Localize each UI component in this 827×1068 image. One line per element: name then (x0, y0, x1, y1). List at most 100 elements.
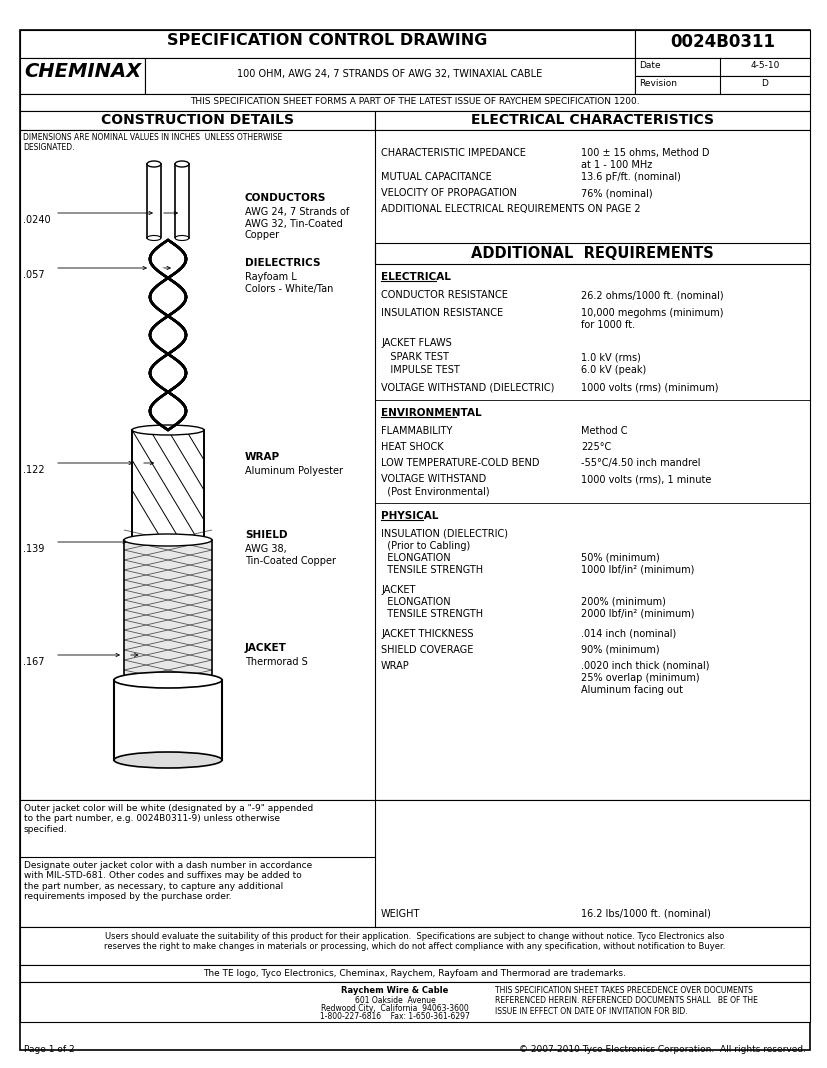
Text: ADDITIONAL ELECTRICAL REQUIREMENTS ON PAGE 2: ADDITIONAL ELECTRICAL REQUIREMENTS ON PA… (380, 204, 640, 214)
Text: JACKET: JACKET (245, 643, 286, 653)
Bar (20, 981, 809, 1022)
Text: Aluminum facing out: Aluminum facing out (581, 685, 682, 695)
Text: The TE logo, Tyco Electronics, Cheminax, Raychem, Rayfoam and Thermorad are trad: The TE logo, Tyco Electronics, Cheminax,… (203, 969, 626, 978)
Text: 50% (minimum): 50% (minimum) (581, 553, 659, 563)
Bar (124, 540, 212, 680)
Text: 26.2 ohms/1000 ft. (nominal): 26.2 ohms/1000 ft. (nominal) (581, 290, 723, 300)
Text: (Prior to Cabling): (Prior to Cabling) (380, 541, 470, 551)
Text: SHIELD: SHIELD (245, 530, 287, 540)
Text: .0240: .0240 (23, 215, 50, 225)
Bar (375, 244, 809, 264)
Text: IMPULSE TEST: IMPULSE TEST (380, 365, 459, 375)
Bar (20, 130, 809, 800)
Text: Designate outer jacket color with a dash number in accordance
with MIL-STD-681. : Designate outer jacket color with a dash… (24, 861, 312, 901)
Text: .014 inch (nominal): .014 inch (nominal) (581, 629, 676, 639)
Text: 601 Oakside  Avenue: 601 Oakside Avenue (354, 996, 435, 1005)
Text: 10,000 megohms (minimum)
for 1000 ft.: 10,000 megohms (minimum) for 1000 ft. (581, 308, 723, 330)
Text: VOLTAGE WITHSTAND: VOLTAGE WITHSTAND (380, 474, 485, 484)
Text: ENVIRONMENTAL: ENVIRONMENTAL (380, 408, 481, 418)
Text: AWG 38,
Tin-Coated Copper: AWG 38, Tin-Coated Copper (245, 544, 336, 566)
Text: CONDUCTORS: CONDUCTORS (245, 193, 326, 203)
Text: 4-5-10: 4-5-10 (749, 61, 779, 70)
Ellipse shape (174, 161, 189, 167)
Text: JACKET THICKNESS: JACKET THICKNESS (380, 629, 473, 639)
Text: 225°C: 225°C (581, 442, 610, 452)
Text: 0024B0311: 0024B0311 (669, 33, 774, 51)
Bar (634, 30, 809, 58)
Text: SPARK TEST: SPARK TEST (380, 352, 448, 362)
Text: Method C: Method C (581, 426, 627, 436)
Bar (20, 58, 145, 94)
Text: 25% overlap (minimum): 25% overlap (minimum) (581, 673, 699, 684)
Text: 1.0 kV (rms): 1.0 kV (rms) (581, 352, 640, 362)
Text: TENSILE STRENGTH: TENSILE STRENGTH (380, 609, 482, 619)
Text: ADDITIONAL  REQUIREMENTS: ADDITIONAL REQUIREMENTS (471, 246, 713, 261)
Ellipse shape (124, 534, 212, 546)
Text: 1-800-227-6816    Fax: 1-650-361-6297: 1-800-227-6816 Fax: 1-650-361-6297 (320, 1012, 470, 1021)
Text: Aluminum Polyester: Aluminum Polyester (245, 466, 342, 476)
Text: .139: .139 (23, 544, 45, 554)
Text: CONDUCTOR RESISTANCE: CONDUCTOR RESISTANCE (380, 290, 507, 300)
Text: TENSILE STRENGTH: TENSILE STRENGTH (380, 565, 482, 575)
Text: HEAT SHOCK: HEAT SHOCK (380, 442, 443, 452)
Text: MUTUAL CAPACITANCE: MUTUAL CAPACITANCE (380, 172, 491, 182)
Ellipse shape (147, 161, 160, 167)
Text: 100 ± 15 ohms, Method D
at 1 - 100 MHz: 100 ± 15 ohms, Method D at 1 - 100 MHz (581, 148, 709, 170)
Bar (20, 927, 809, 965)
Text: 1000 volts (rms) (minimum): 1000 volts (rms) (minimum) (581, 382, 718, 392)
Text: SPECIFICATION CONTROL DRAWING: SPECIFICATION CONTROL DRAWING (167, 33, 487, 48)
Text: CHEMINAX: CHEMINAX (24, 62, 141, 81)
Text: DIELECTRICS: DIELECTRICS (245, 258, 320, 268)
Ellipse shape (131, 535, 203, 545)
Bar (20, 30, 634, 58)
Text: .122: .122 (23, 465, 45, 475)
Bar (20, 94, 809, 111)
Text: SHIELD COVERAGE: SHIELD COVERAGE (380, 645, 473, 655)
Text: DIMENSIONS ARE NOMINAL VALUES IN INCHES  UNLESS OTHERWISE
DESIGNATED.: DIMENSIONS ARE NOMINAL VALUES IN INCHES … (23, 134, 282, 153)
Text: ELONGATION: ELONGATION (380, 597, 450, 607)
Text: CHARACTERISTIC IMPEDANCE: CHARACTERISTIC IMPEDANCE (380, 148, 525, 158)
Ellipse shape (114, 752, 222, 768)
Text: 76% (nominal): 76% (nominal) (581, 188, 652, 198)
Text: 100 OHM, AWG 24, 7 STRANDS OF AWG 32, TWINAXIAL CABLE: 100 OHM, AWG 24, 7 STRANDS OF AWG 32, TW… (237, 69, 542, 79)
Bar (20, 800, 809, 927)
Text: INSULATION (DIELECTRIC): INSULATION (DIELECTRIC) (380, 529, 508, 539)
Text: WRAP: WRAP (380, 661, 409, 671)
Text: CONSTRUCTION DETAILS: CONSTRUCTION DETAILS (101, 113, 294, 127)
Text: AWG 24, 7 Strands of
AWG 32, Tin-Coated
Copper: AWG 24, 7 Strands of AWG 32, Tin-Coated … (245, 207, 349, 240)
Text: -55°C/4.50 inch mandrel: -55°C/4.50 inch mandrel (581, 458, 700, 468)
Text: INSULATION RESISTANCE: INSULATION RESISTANCE (380, 308, 503, 318)
Text: 1000 lbf/in² (minimum): 1000 lbf/in² (minimum) (581, 565, 694, 575)
Text: WEIGHT: WEIGHT (380, 909, 420, 918)
Text: Date: Date (638, 61, 660, 70)
Text: Rayfoam L
Colors - White/Tan: Rayfoam L Colors - White/Tan (245, 272, 333, 294)
Text: Redwood City,  California  94063-3600: Redwood City, California 94063-3600 (321, 1004, 468, 1014)
Text: Thermorad S: Thermorad S (245, 657, 308, 668)
Text: Outer jacket color will be white (designated by a "-9" appended
to the part numb: Outer jacket color will be white (design… (24, 804, 313, 834)
Text: D: D (761, 79, 767, 88)
Bar (634, 58, 809, 76)
Text: © 2007-2010 Tyco Electronics Corporation.  All rights reserved.: © 2007-2010 Tyco Electronics Corporation… (519, 1045, 805, 1054)
Text: ELECTRICAL: ELECTRICAL (380, 272, 451, 282)
Text: LOW TEMPERATURE-COLD BEND: LOW TEMPERATURE-COLD BEND (380, 458, 539, 468)
Text: Revision: Revision (638, 79, 676, 88)
Bar (114, 680, 222, 760)
Text: WRAP: WRAP (245, 452, 280, 462)
Bar (20, 965, 809, 981)
Ellipse shape (114, 672, 222, 688)
Text: ELECTRICAL CHARACTERISTICS: ELECTRICAL CHARACTERISTICS (471, 113, 713, 127)
Text: PHYSICAL: PHYSICAL (380, 511, 437, 521)
Text: .0020 inch thick (nominal): .0020 inch thick (nominal) (581, 661, 709, 671)
Text: JACKET: JACKET (380, 585, 415, 595)
Text: 1000 volts (rms), 1 minute: 1000 volts (rms), 1 minute (581, 474, 710, 484)
Text: Page 1 of 2: Page 1 of 2 (24, 1045, 74, 1054)
Text: ELONGATION: ELONGATION (380, 553, 450, 563)
Text: (Post Environmental): (Post Environmental) (380, 486, 489, 496)
Text: Raychem Wire & Cable: Raychem Wire & Cable (341, 986, 448, 995)
Text: JACKET FLAWS: JACKET FLAWS (380, 337, 452, 348)
Text: THIS SPECIFICATION SHEET TAKES PRECEDENCE OVER DOCUMENTS
REFERENCED HEREIN. REFE: THIS SPECIFICATION SHEET TAKES PRECEDENC… (495, 986, 757, 1016)
Bar (131, 430, 203, 540)
Text: .057: .057 (23, 270, 45, 280)
Text: 2000 lbf/in² (minimum): 2000 lbf/in² (minimum) (581, 609, 694, 619)
Text: FLAMMABILITY: FLAMMABILITY (380, 426, 452, 436)
